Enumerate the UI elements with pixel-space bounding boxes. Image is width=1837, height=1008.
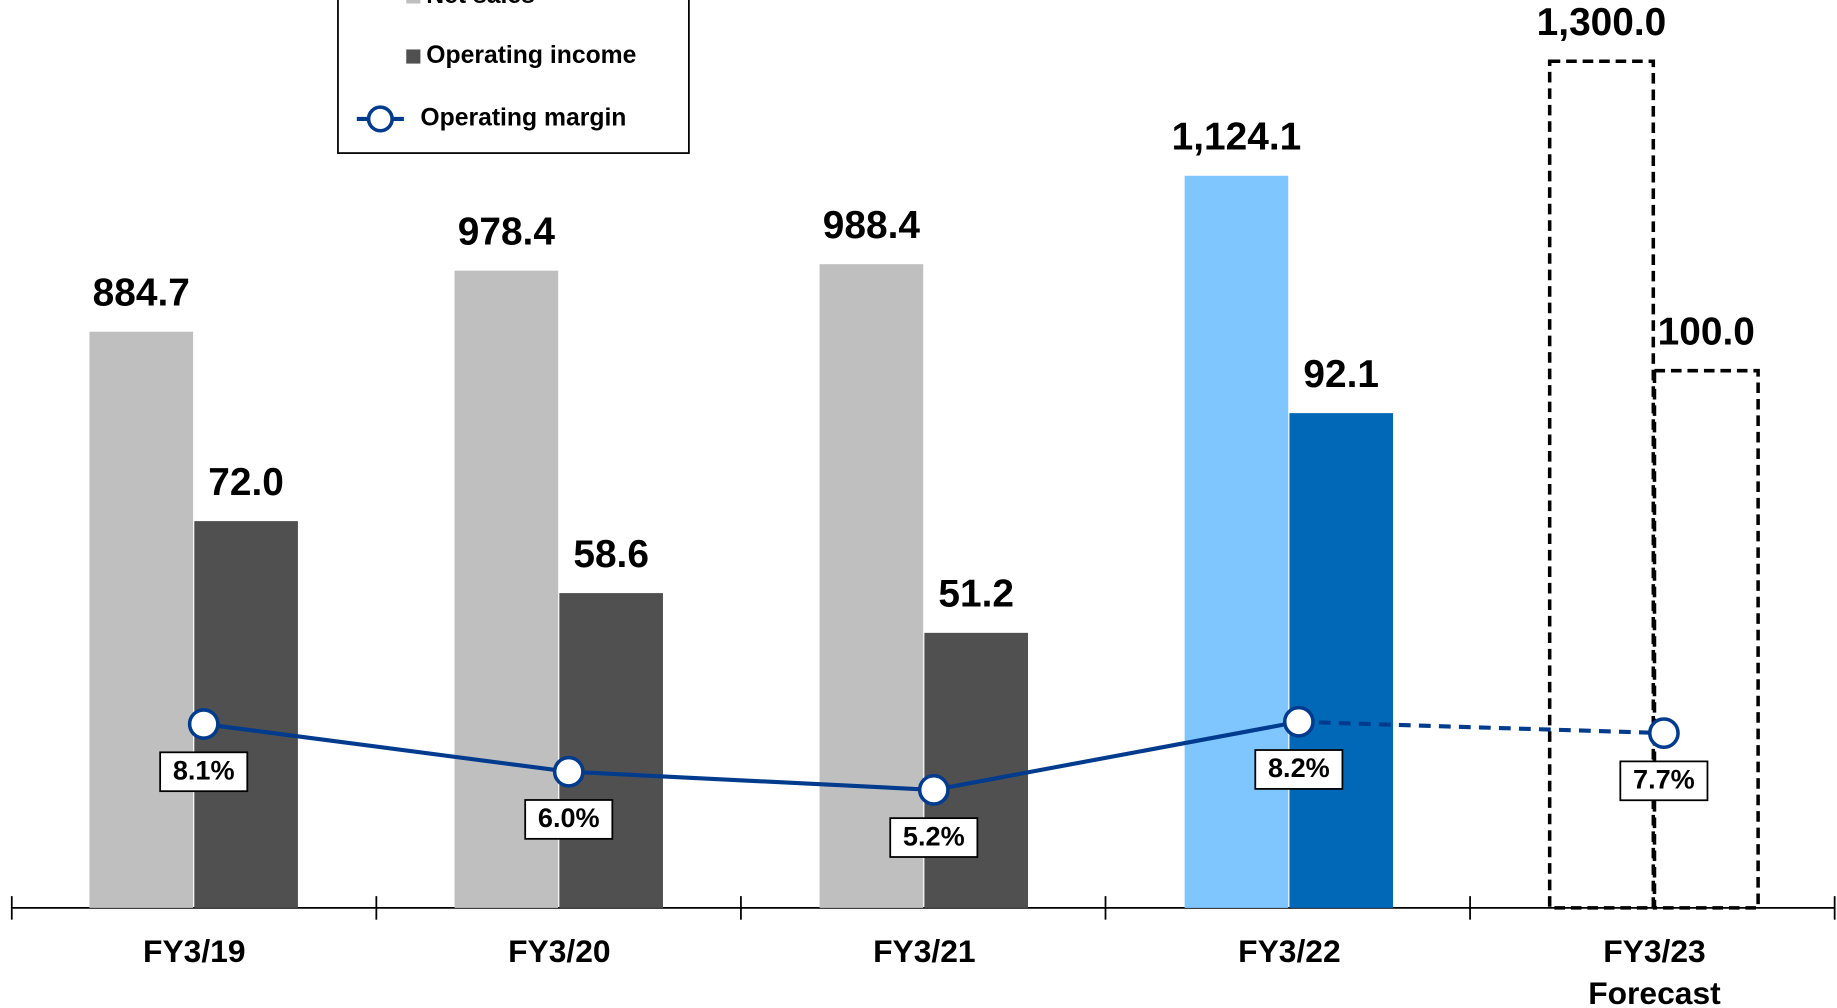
bar	[819, 264, 924, 908]
bar	[89, 331, 194, 908]
bar	[559, 593, 663, 908]
x-tick-label: FY3/22	[1238, 933, 1340, 969]
value-label: 72.0	[208, 461, 284, 504]
value-label: 8.2%	[1268, 752, 1330, 783]
line-marker	[552, 755, 585, 788]
value-label: 51.2	[938, 573, 1014, 616]
bar	[1652, 368, 1760, 910]
value-label: 8.1%	[173, 754, 235, 785]
legend-label: Operating margin	[420, 104, 626, 131]
bar	[1184, 175, 1289, 908]
line-marker	[1648, 717, 1680, 750]
value-label: 978.4	[458, 210, 556, 253]
value-label: 7.7%	[1633, 764, 1695, 795]
value-label: 1,124.1	[1172, 116, 1302, 159]
legend-swatch	[366, 105, 394, 133]
value-label: 92.1	[1303, 353, 1379, 396]
value-label: 988.4	[823, 204, 921, 247]
x-tick-label: FY3/19	[143, 933, 245, 969]
bar	[924, 632, 1029, 908]
value-label: 6.0%	[538, 802, 600, 833]
value-label: 58.6	[573, 533, 649, 576]
value-label: 5.2%	[903, 820, 965, 851]
legend-swatch	[406, 49, 421, 64]
value-label: 1,300.0	[1537, 1, 1667, 44]
value-label-box	[889, 817, 979, 858]
value-label: 884.7	[93, 271, 190, 314]
x-tick-label: FY3/20	[508, 933, 610, 969]
legend-box	[337, 0, 690, 154]
value-label-box	[1254, 749, 1344, 790]
legend-swatch	[406, 0, 421, 4]
value-label-box	[1619, 760, 1709, 802]
bar	[1547, 59, 1656, 910]
line-marker	[1282, 705, 1315, 738]
legend-label: Operating income	[426, 42, 636, 69]
value-label-box	[159, 751, 249, 793]
value-label-box	[524, 799, 614, 840]
bar	[1289, 413, 1394, 908]
value-label: 100.0	[1658, 310, 1755, 353]
legend-label: Net sales	[426, 0, 535, 9]
line-marker	[917, 773, 950, 806]
line	[1298, 719, 1664, 736]
line-marker	[187, 708, 220, 740]
x-tick-label: FY3/23 Forecast	[1588, 933, 1721, 1008]
line	[203, 719, 1300, 792]
x-tick-label: FY3/21	[873, 933, 975, 969]
